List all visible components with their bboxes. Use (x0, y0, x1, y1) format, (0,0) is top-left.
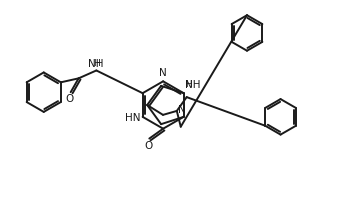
Text: NH: NH (185, 80, 200, 90)
Text: NH: NH (88, 59, 103, 70)
Text: O: O (144, 140, 153, 151)
Text: H: H (185, 80, 192, 89)
Text: N: N (178, 105, 185, 115)
Text: O: O (66, 94, 74, 104)
Text: HN: HN (125, 113, 141, 123)
Text: H: H (93, 59, 100, 67)
Text: N: N (159, 68, 167, 78)
